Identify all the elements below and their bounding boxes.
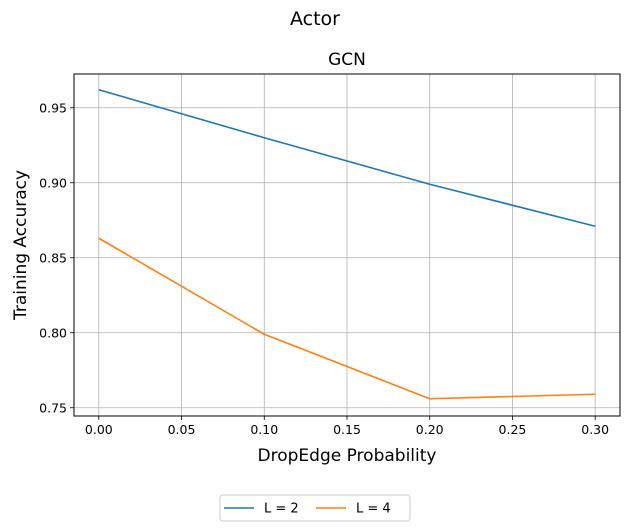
x-tick-label: 0.30: [581, 422, 609, 437]
grid: [74, 74, 620, 416]
series-line: [98, 237, 596, 400]
legend: L = 2 L = 4: [219, 494, 411, 522]
y-tick-label: 0.85: [39, 250, 67, 265]
y-axis: 0.75 0.80 0.85 0.90 0.95: [39, 100, 74, 415]
chart-title: GCN: [328, 50, 366, 70]
legend-label: L = 4: [356, 502, 391, 517]
x-axis-label: DropEdge Probability: [258, 446, 437, 466]
x-tick-label: 0.00: [85, 422, 113, 437]
y-tick-label: 0.75: [39, 400, 67, 415]
x-tick-label: 0.05: [168, 422, 196, 437]
y-tick-label: 0.95: [39, 100, 67, 115]
x-tick-label: 0.25: [499, 422, 527, 437]
x-tick-label: 0.10: [250, 422, 278, 437]
x-tick-label: 0.20: [416, 422, 444, 437]
x-tick-label: 0.15: [333, 422, 361, 437]
series-line: [98, 88, 596, 228]
y-tick-label: 0.80: [39, 325, 67, 340]
series-group: [98, 88, 596, 400]
legend-frame: [219, 494, 411, 522]
x-axis: 0.00 0.05 0.10 0.15 0.20 0.25 0.30: [85, 416, 609, 437]
y-axis-label: Training Accuracy: [11, 170, 31, 321]
figure-title: Actor: [290, 8, 340, 30]
legend-label: L = 2: [264, 502, 299, 517]
y-tick-label: 0.90: [39, 175, 67, 190]
